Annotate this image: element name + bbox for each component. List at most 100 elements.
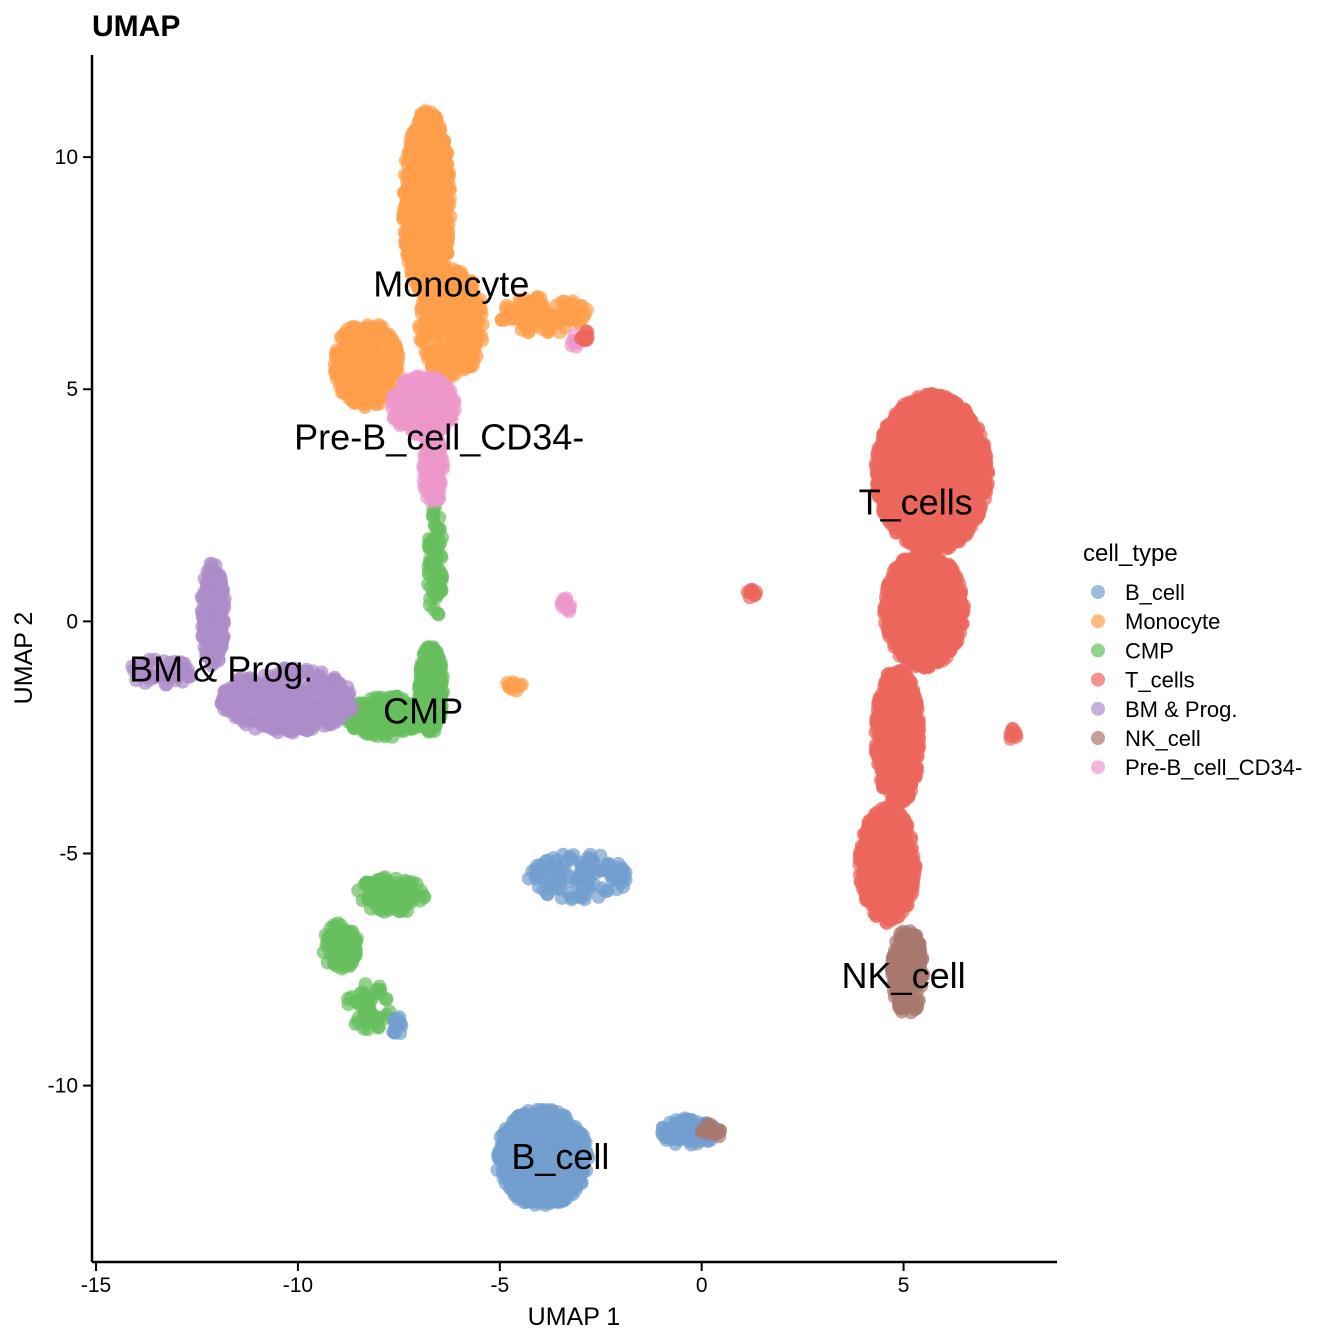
point <box>381 891 396 906</box>
point <box>395 692 410 706</box>
point <box>393 883 408 898</box>
point <box>669 1119 684 1134</box>
point <box>431 664 446 679</box>
point <box>509 683 524 698</box>
point <box>297 664 312 679</box>
point <box>428 247 443 262</box>
cluster-t-cells <box>868 387 996 558</box>
point <box>616 864 630 879</box>
point <box>371 691 386 706</box>
point <box>438 156 453 171</box>
point <box>584 851 599 866</box>
point <box>336 959 351 974</box>
point <box>512 1185 527 1200</box>
point <box>360 708 375 722</box>
point <box>327 690 342 705</box>
cluster-pre-b-cell-cd34- <box>554 591 578 619</box>
point <box>236 686 251 701</box>
point <box>362 891 377 906</box>
point <box>332 942 347 957</box>
point <box>524 1119 539 1134</box>
point <box>434 704 448 719</box>
point <box>579 302 594 317</box>
point <box>199 576 214 591</box>
point <box>342 701 356 716</box>
point <box>445 326 460 340</box>
cluster-bm-prog- <box>194 556 232 673</box>
cluster-bm-prog- <box>214 661 360 740</box>
point <box>540 1114 555 1129</box>
point <box>404 176 419 190</box>
point <box>446 348 461 363</box>
point <box>420 140 435 155</box>
point <box>343 326 358 341</box>
point <box>381 699 396 714</box>
point <box>358 977 373 992</box>
point <box>430 522 445 537</box>
point <box>418 104 433 119</box>
scatter-points <box>125 104 1024 1212</box>
point <box>546 851 561 866</box>
point <box>383 337 398 352</box>
point <box>439 191 454 206</box>
point <box>359 696 374 711</box>
point <box>423 591 438 606</box>
point <box>401 249 416 264</box>
point <box>344 342 358 357</box>
point <box>422 648 437 663</box>
point <box>210 607 225 622</box>
point <box>564 892 579 907</box>
point <box>560 1185 575 1200</box>
point <box>371 318 386 332</box>
point <box>534 307 549 322</box>
cluster-monocyte <box>500 675 529 698</box>
point <box>329 714 344 729</box>
point <box>418 320 432 334</box>
point <box>359 1013 374 1028</box>
cluster-cmp <box>341 689 433 744</box>
point <box>263 710 278 725</box>
point <box>321 939 335 954</box>
point <box>424 488 439 503</box>
cluster-cmp <box>341 977 397 1037</box>
cluster-b-cell <box>521 847 633 907</box>
point <box>208 558 223 573</box>
point <box>429 122 443 137</box>
point <box>474 329 489 344</box>
point <box>442 385 456 400</box>
point <box>378 870 393 885</box>
point <box>528 1177 543 1191</box>
point <box>348 395 363 410</box>
point <box>414 883 428 898</box>
point <box>337 359 352 374</box>
point <box>272 676 287 691</box>
cluster-cmp <box>421 499 450 622</box>
point <box>413 332 428 347</box>
point <box>331 701 346 716</box>
point <box>467 345 482 360</box>
point <box>262 698 277 713</box>
point <box>529 868 544 883</box>
point <box>426 553 441 568</box>
point <box>349 373 364 388</box>
point <box>439 236 453 251</box>
point <box>552 325 567 340</box>
point <box>461 331 476 345</box>
point <box>684 1137 698 1152</box>
point <box>408 131 423 146</box>
point <box>212 577 227 592</box>
point <box>403 145 418 160</box>
point <box>552 870 567 885</box>
point <box>351 883 366 898</box>
point <box>360 999 375 1014</box>
point <box>317 674 332 689</box>
point <box>418 713 433 728</box>
point <box>403 895 418 910</box>
point <box>410 233 425 248</box>
cluster-cmp <box>351 870 432 919</box>
point <box>375 714 390 729</box>
point <box>286 663 301 678</box>
point <box>373 986 388 1001</box>
point <box>296 709 311 723</box>
point <box>365 382 380 397</box>
